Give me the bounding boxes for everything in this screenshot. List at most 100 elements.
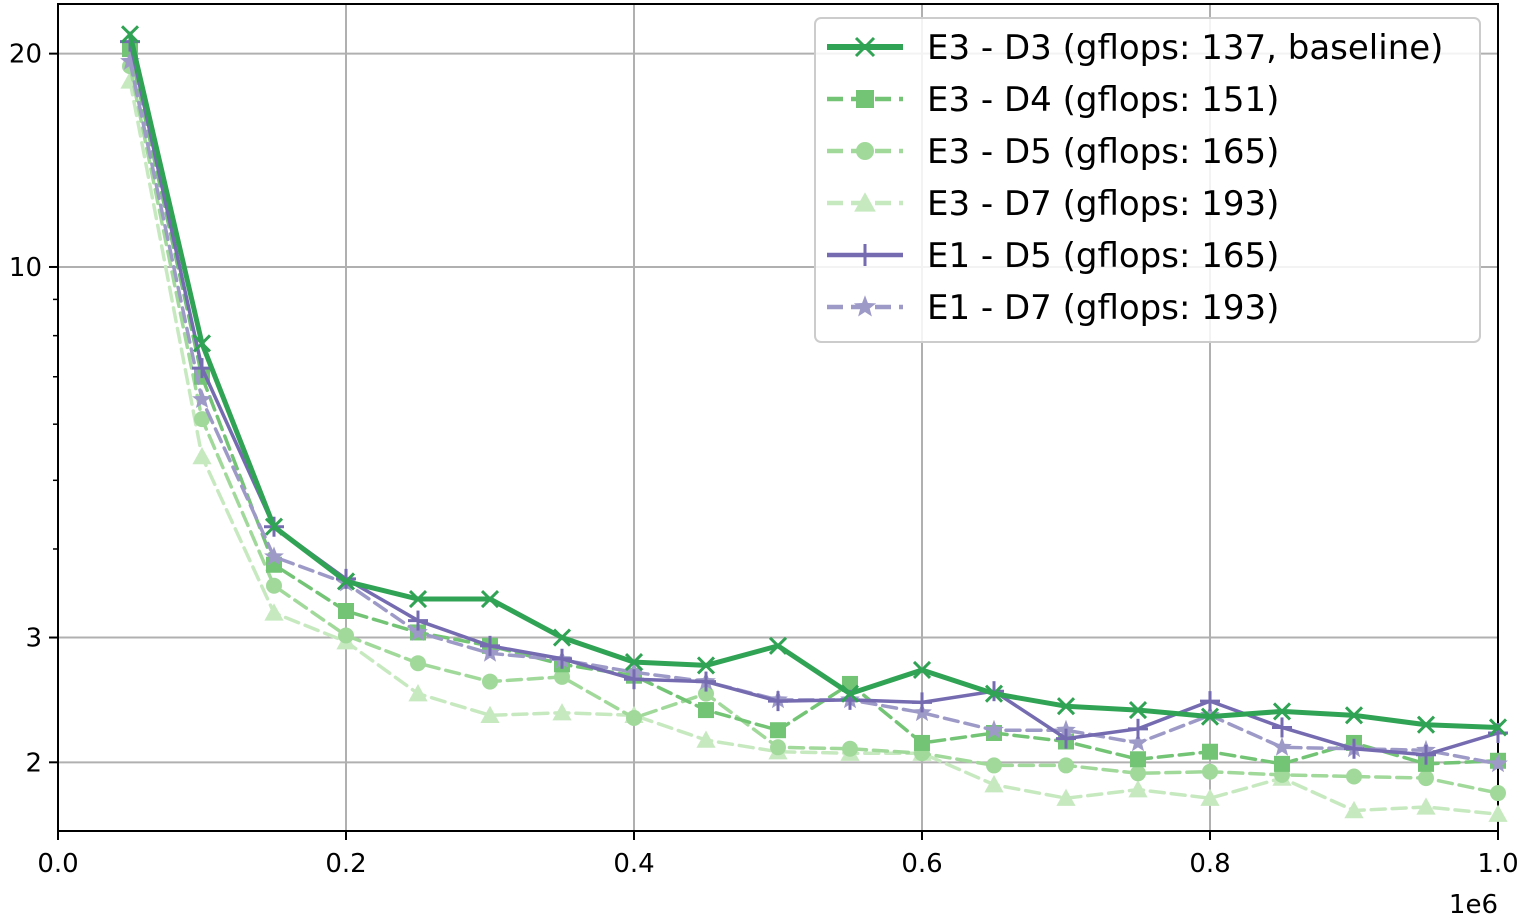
marker-stroke bbox=[120, 25, 140, 44]
data-point bbox=[1488, 804, 1508, 822]
data-point bbox=[264, 603, 284, 621]
data-point bbox=[1346, 768, 1362, 785]
legend-swatch-marker bbox=[854, 36, 876, 58]
data-point bbox=[1488, 753, 1508, 773]
x-tick-label: 1.0 bbox=[1477, 849, 1518, 879]
data-point bbox=[266, 577, 282, 594]
legend-swatch-marker bbox=[854, 192, 876, 212]
series-line bbox=[128, 79, 1500, 816]
legend-swatch-marker bbox=[856, 142, 874, 160]
data-point bbox=[1272, 702, 1292, 721]
legend-entry: E1 - D7 (gflops: 193) bbox=[827, 288, 1279, 328]
data-point bbox=[1344, 738, 1364, 759]
data-point bbox=[1056, 788, 1076, 806]
data-point bbox=[1130, 751, 1146, 768]
y-tick-label: 3 bbox=[25, 624, 42, 654]
data-point bbox=[192, 447, 212, 465]
data-point bbox=[1128, 780, 1148, 798]
legend-entry: E1 - D5 (gflops: 165) bbox=[827, 236, 1279, 276]
marker-stroke bbox=[264, 517, 284, 536]
axes bbox=[49, 3, 1499, 840]
data-point bbox=[410, 655, 426, 672]
marker-stroke bbox=[1344, 706, 1364, 725]
data-point bbox=[696, 656, 716, 675]
legend-box bbox=[814, 17, 1481, 343]
data-point bbox=[770, 739, 786, 756]
data-point bbox=[1128, 732, 1148, 752]
data-point bbox=[912, 692, 932, 713]
data-point bbox=[984, 684, 1004, 703]
marker-stroke bbox=[696, 656, 716, 675]
legend-label: E3 - D4 (gflops: 151) bbox=[927, 80, 1279, 120]
data-point bbox=[1058, 757, 1074, 774]
marker-stroke bbox=[408, 589, 428, 609]
data-point bbox=[480, 705, 500, 723]
data-point bbox=[1416, 744, 1436, 765]
marker-stroke bbox=[1488, 718, 1508, 737]
series-0 bbox=[120, 25, 1508, 737]
data-point bbox=[914, 734, 930, 751]
data-point bbox=[192, 334, 212, 353]
legend-label: E3 - D7 (gflops: 193) bbox=[927, 184, 1279, 224]
legend-label: E3 - D5 (gflops: 165) bbox=[927, 132, 1279, 172]
x-tick-label: 0.2 bbox=[325, 849, 366, 879]
marker-stroke bbox=[1128, 701, 1148, 720]
data-point bbox=[1488, 718, 1508, 737]
legend-entry: E3 - D3 (gflops: 137, baseline) bbox=[827, 28, 1443, 68]
data-point bbox=[626, 709, 642, 726]
data-point bbox=[1344, 706, 1364, 725]
marker-stroke bbox=[840, 684, 860, 703]
y-tick-label: 2 bbox=[25, 748, 42, 778]
data-point bbox=[408, 610, 428, 631]
x-tick-label: 0.8 bbox=[1189, 849, 1230, 879]
x-tick-label: 0.0 bbox=[37, 849, 78, 879]
legend-swatch-marker bbox=[854, 244, 876, 266]
data-point bbox=[624, 653, 644, 672]
series-2 bbox=[122, 58, 1506, 802]
data-point bbox=[194, 411, 210, 428]
data-point bbox=[984, 775, 1004, 793]
data-point bbox=[554, 668, 570, 685]
marker-stroke bbox=[624, 653, 644, 672]
data-point bbox=[768, 691, 788, 712]
tick-labels: 0.0 0.2 0.4 0.6 0.8 1.0 1e6 2 3 10 20 bbox=[9, 40, 1519, 919]
y-tick-label: 20 bbox=[9, 40, 42, 70]
data-point bbox=[480, 589, 500, 609]
legend-swatch-marker bbox=[856, 90, 874, 108]
plot-frame bbox=[57, 3, 1499, 832]
x-tick-label: 0.6 bbox=[901, 849, 942, 879]
data-point bbox=[1200, 691, 1220, 712]
series-line bbox=[128, 64, 1500, 795]
marker-stroke bbox=[336, 572, 356, 591]
legend-swatch-marker bbox=[853, 295, 877, 317]
y-tick-label: 10 bbox=[9, 253, 42, 283]
legend-label: E1 - D7 (gflops: 193) bbox=[927, 288, 1279, 328]
series-line bbox=[128, 47, 1500, 766]
data-point bbox=[1418, 770, 1434, 787]
data-point bbox=[1200, 788, 1220, 806]
data-point bbox=[1202, 763, 1218, 780]
data-point bbox=[264, 546, 284, 566]
data-point bbox=[338, 603, 354, 620]
x-tick-label: 0.4 bbox=[613, 849, 654, 879]
data-point bbox=[1202, 743, 1218, 760]
data-point bbox=[768, 636, 788, 655]
marker-stroke bbox=[1200, 707, 1220, 726]
data-point bbox=[552, 703, 572, 721]
series-layer bbox=[120, 25, 1508, 822]
data-point bbox=[552, 648, 572, 669]
legend: E3 - D3 (gflops: 137, baseline) E3 - D4 (… bbox=[814, 17, 1481, 343]
marker-stroke bbox=[552, 628, 572, 647]
data-point bbox=[264, 517, 284, 536]
data-point bbox=[1128, 701, 1148, 720]
data-point bbox=[482, 673, 498, 690]
x-offset-label: 1e6 bbox=[1449, 890, 1498, 919]
marker-stroke bbox=[192, 334, 212, 353]
marker-stroke bbox=[1056, 697, 1076, 716]
legend-label: E3 - D3 (gflops: 137, baseline) bbox=[927, 28, 1443, 68]
data-point bbox=[1056, 697, 1076, 716]
data-point bbox=[480, 635, 500, 656]
data-point bbox=[192, 358, 212, 379]
